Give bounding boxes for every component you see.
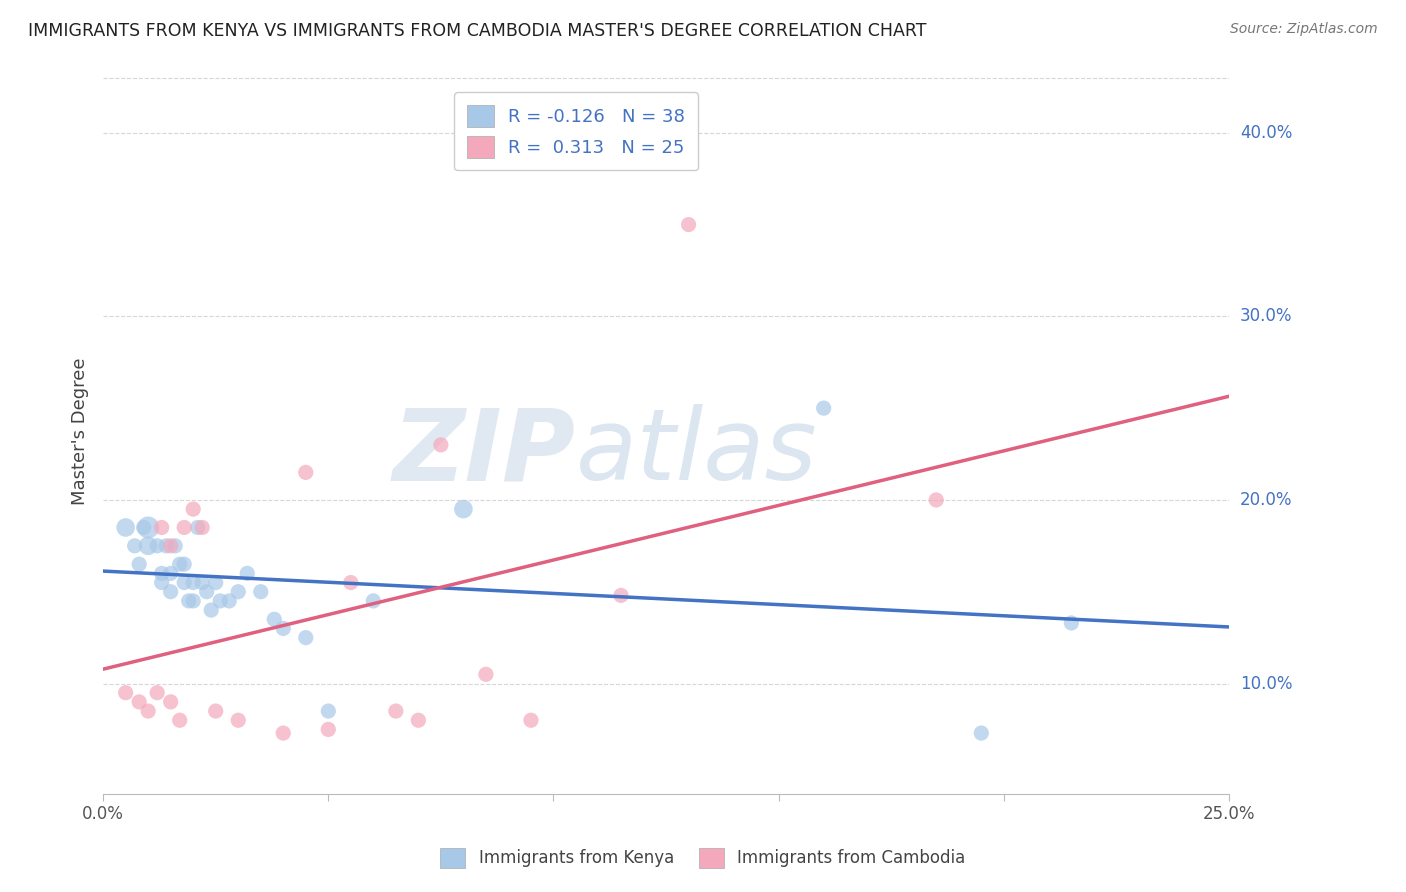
Point [408, 713, 430, 727]
Point [970, 726, 993, 740]
Point [128, 695, 150, 709]
Point [150, 520, 173, 534]
Point [195, 584, 218, 599]
Point [385, 704, 408, 718]
Text: 20.0%: 20.0% [1240, 491, 1292, 509]
Point [169, 558, 191, 572]
Point [155, 539, 177, 553]
Point [453, 502, 475, 516]
Point [181, 594, 204, 608]
Point [159, 695, 181, 709]
Point [136, 704, 159, 718]
Text: 30.0%: 30.0% [1240, 308, 1292, 326]
Point [271, 726, 294, 740]
Point [132, 520, 155, 534]
Text: IMMIGRANTS FROM KENYA VS IMMIGRANTS FROM CAMBODIA MASTER'S DEGREE CORRELATION CH: IMMIGRANTS FROM KENYA VS IMMIGRANTS FROM… [28, 22, 927, 40]
Text: 40.0%: 40.0% [1240, 124, 1292, 142]
Point [218, 594, 240, 608]
Point [236, 566, 259, 581]
Text: ZIP: ZIP [394, 404, 576, 501]
Point [430, 438, 453, 452]
Legend: Immigrants from Kenya, Immigrants from Cambodia: Immigrants from Kenya, Immigrants from C… [433, 841, 973, 875]
Point [263, 612, 285, 626]
Point [226, 713, 249, 727]
Point [294, 466, 316, 480]
Point [249, 584, 271, 599]
Point [678, 218, 700, 232]
Point [146, 539, 169, 553]
Legend: R = -0.126   N = 38, R =  0.313   N = 25: R = -0.126 N = 38, R = 0.313 N = 25 [454, 92, 697, 170]
Point [181, 502, 204, 516]
Y-axis label: Master's Degree: Master's Degree [72, 358, 89, 505]
Point [363, 594, 385, 608]
Point [146, 686, 169, 700]
Point [173, 520, 195, 534]
Point [150, 566, 173, 581]
Point [271, 622, 294, 636]
Point [520, 713, 543, 727]
Point [136, 539, 159, 553]
Point [813, 401, 835, 416]
Point [181, 575, 204, 590]
Point [925, 492, 948, 507]
Point [191, 575, 214, 590]
Point [200, 603, 222, 617]
Point [204, 704, 226, 718]
Point [316, 723, 339, 737]
Point [159, 566, 181, 581]
Point [169, 713, 191, 727]
Point [209, 594, 232, 608]
Point [165, 539, 187, 553]
Point [150, 575, 173, 590]
Point [316, 704, 339, 718]
Point [475, 667, 498, 681]
Point [294, 631, 316, 645]
Point [136, 520, 159, 534]
Point [187, 520, 209, 534]
Point [340, 575, 363, 590]
Text: Source: ZipAtlas.com: Source: ZipAtlas.com [1230, 22, 1378, 37]
Point [159, 539, 181, 553]
Point [191, 520, 214, 534]
Point [124, 539, 146, 553]
Text: atlas: atlas [576, 404, 818, 501]
Point [610, 588, 633, 602]
Point [173, 575, 195, 590]
Point [159, 584, 181, 599]
Point [173, 558, 195, 572]
Point [114, 686, 136, 700]
Point [177, 594, 200, 608]
Point [128, 558, 150, 572]
Text: 10.0%: 10.0% [1240, 674, 1292, 692]
Point [114, 520, 136, 534]
Point [1060, 615, 1083, 630]
Point [226, 584, 249, 599]
Point [204, 575, 226, 590]
